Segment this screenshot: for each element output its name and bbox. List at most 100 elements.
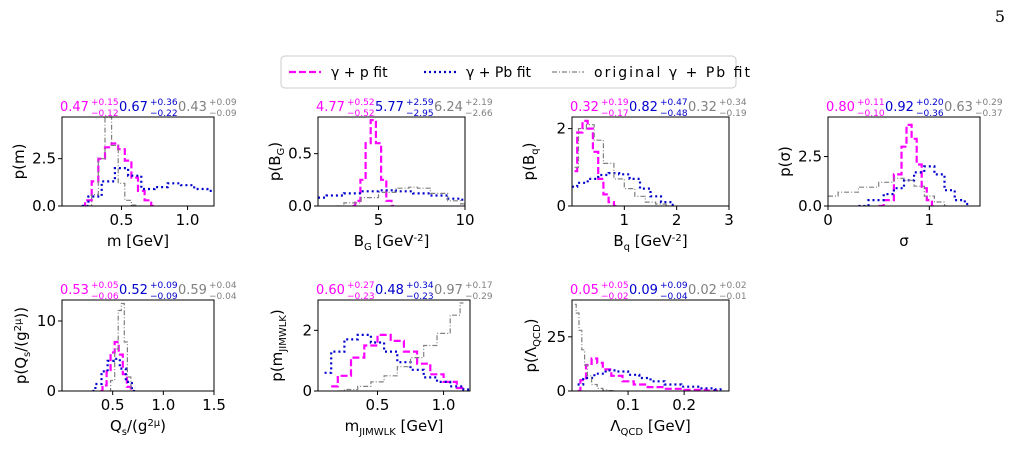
x-tick-label: 0.5 xyxy=(110,211,134,229)
y-tick-label: 10 xyxy=(37,312,56,330)
series-line xyxy=(572,172,677,206)
series-group xyxy=(572,119,677,206)
x-tick-label: 2 xyxy=(672,211,682,229)
x-axis-label: mJIMWLK [GeV] xyxy=(345,417,444,438)
chart-panel: 0.5 1.0 0.0 2.5 m [GeV] p(m) 0.47 +0.15−0.12 0.6… xyxy=(10,98,237,250)
chart-panel: 0.5 1.0 1.5 0 10 Qs/(g2μ) p(Qs/(g2μ)) 0.53 +0.05… xyxy=(12,281,237,438)
estimate-minus-error: −0.22 xyxy=(150,109,178,119)
legend-label: γ + Pb fit xyxy=(466,65,532,81)
estimate-plus-error: +0.19 xyxy=(601,98,629,108)
y-tick-label: 0.0 xyxy=(32,197,56,215)
x-tick-label: 0 xyxy=(823,211,833,229)
estimate-plus-error: +2.19 xyxy=(465,98,493,108)
x-tick-label: 1 xyxy=(620,211,630,229)
estimate-value: 6.24 xyxy=(434,100,463,115)
y-tick-label: 0 xyxy=(302,382,312,400)
y-axis-label: p(m) xyxy=(10,144,28,180)
estimate-minus-error: −0.17 xyxy=(601,109,629,119)
estimate-value: 5.77 xyxy=(375,100,404,115)
x-tick-label: 1.5 xyxy=(202,396,226,414)
legend: γ + p fit γ + Pb fit original γ + Pb fit xyxy=(280,55,751,89)
plot-frame xyxy=(571,116,730,207)
y-tick-label: 0.0 xyxy=(288,197,312,215)
plot-frame xyxy=(61,299,215,392)
estimate-plus-error: +0.29 xyxy=(975,98,1003,108)
estimate-annotation: 0.47 +0.15−0.12 0.67 +0.36−0.22 0.43 +0.09−0.… xyxy=(60,98,237,119)
series-line xyxy=(100,340,133,391)
x-tick-label: 10 xyxy=(455,211,474,229)
series-line xyxy=(335,186,465,206)
estimate-annotation: 0.05 +0.05−0.02 0.09 +0.09−0.04 0.02 +0.02−0.… xyxy=(570,281,747,302)
estimate-value: 0.92 xyxy=(885,100,914,115)
estimate-value: 0.32 xyxy=(688,100,717,115)
estimate-value: 0.43 xyxy=(178,100,207,115)
estimate-value: 0.80 xyxy=(826,100,855,115)
estimate-value: 0.82 xyxy=(629,100,658,115)
y-tick-label: 2.5 xyxy=(798,148,822,166)
x-tick-label: 1.0 xyxy=(176,211,200,229)
x-axis-label: σ xyxy=(899,232,909,250)
estimate-minus-error: −0.23 xyxy=(347,292,375,302)
estimate-plus-error: +0.47 xyxy=(660,98,688,108)
y-tick-label: 0 xyxy=(556,197,566,215)
estimate-value: 0.52 xyxy=(119,283,148,298)
estimate-plus-error: +0.05 xyxy=(91,281,119,291)
estimate-value: 0.02 xyxy=(688,283,717,298)
plot-frame xyxy=(571,299,730,392)
estimate-value: 0.53 xyxy=(60,283,89,298)
estimate-value: 0.67 xyxy=(119,100,148,115)
y-tick-label: 25 xyxy=(547,328,566,346)
legend-entry: γ + Pb fit xyxy=(424,65,532,81)
legend-label: γ + p fit xyxy=(331,65,388,81)
estimate-plus-error: +0.09 xyxy=(660,281,688,291)
plot-frame xyxy=(61,116,215,207)
estimate-value: 0.09 xyxy=(629,283,658,298)
x-tick-label: 5 xyxy=(374,211,384,229)
y-axis-label: p(Qs/(g2μ)) xyxy=(12,307,33,384)
y-tick-label: 0 xyxy=(46,382,56,400)
x-tick-label: 1.0 xyxy=(432,396,456,414)
series-line xyxy=(324,333,470,391)
series-group xyxy=(574,303,724,391)
x-axis-label: Bq [GeV-2] xyxy=(613,232,687,253)
y-axis-label: p(BG) xyxy=(266,142,287,181)
estimate-plus-error: +0.02 xyxy=(719,281,747,291)
legend-label: original γ + Pb fit xyxy=(594,65,751,81)
series-line xyxy=(577,369,724,391)
estimate-plus-error: +0.36 xyxy=(150,98,178,108)
series-group xyxy=(92,302,135,391)
y-axis-label: p(σ) xyxy=(776,146,794,177)
estimate-minus-error: −2.95 xyxy=(406,109,434,119)
estimate-annotation: 0.32 +0.19−0.17 0.82 +0.47−0.48 0.32 +0.34−0.… xyxy=(570,98,747,119)
y-axis-label: p(ΛQCD) xyxy=(522,318,543,372)
chart-panel: 0.5 1.0 0 2 mJIMWLK [GeV] p(mJIMWLK) 0.60 +0.27… xyxy=(268,281,493,438)
x-tick-label: 3 xyxy=(724,211,734,229)
series-line xyxy=(574,303,617,391)
estimate-plus-error: +0.09 xyxy=(209,98,237,108)
series-group xyxy=(81,116,214,206)
estimate-plus-error: +0.34 xyxy=(406,281,434,291)
series-line xyxy=(318,189,465,201)
estimate-plus-error: +0.09 xyxy=(150,281,178,291)
y-axis-label: p(Bq) xyxy=(520,143,541,181)
page-number: 5 xyxy=(995,7,1005,26)
x-tick-label: 1 xyxy=(925,211,935,229)
estimate-annotation: 0.80 +0.11−0.10 0.92 +0.20−0.36 0.63 +0.29−0.… xyxy=(826,98,1003,119)
estimate-minus-error: −0.04 xyxy=(209,292,237,302)
estimate-value: 0.97 xyxy=(434,283,463,298)
y-axis-label: p(mJIMWLK) xyxy=(268,309,289,381)
series-line xyxy=(574,124,672,206)
estimate-minus-error: −2.66 xyxy=(465,109,493,119)
x-axis-label: ΛQCD [GeV] xyxy=(610,417,690,438)
estimate-annotation: 4.77 +0.52−0.52 5.77 +2.59−2.95 6.24 +2.19−2.… xyxy=(316,98,493,119)
estimate-plus-error: +0.20 xyxy=(916,98,944,108)
series-line xyxy=(88,116,142,206)
estimate-plus-error: +0.05 xyxy=(601,281,629,291)
legend-entry: γ + p fit xyxy=(289,65,388,81)
estimate-minus-error: −0.19 xyxy=(719,109,747,119)
estimate-plus-error: +0.27 xyxy=(347,281,375,291)
estimate-value: 0.63 xyxy=(944,100,973,115)
y-tick-label: 0.0 xyxy=(798,197,822,215)
x-tick-label: 0.5 xyxy=(101,396,125,414)
series-line xyxy=(331,333,464,390)
